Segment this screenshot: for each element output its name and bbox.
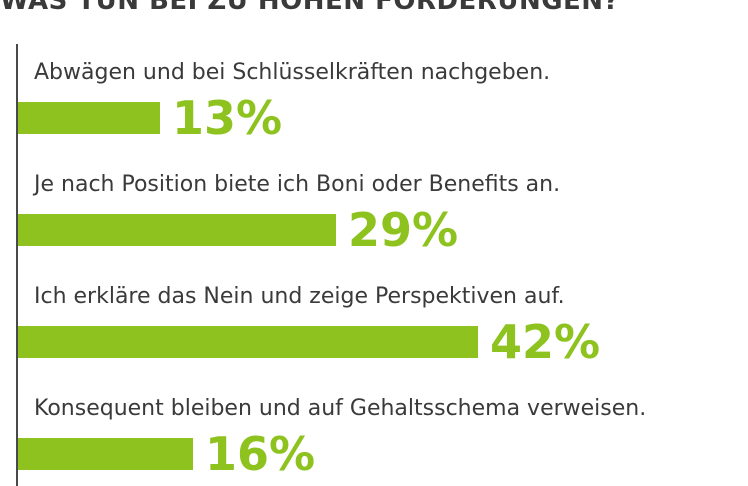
- chart-axis-line: [16, 44, 18, 486]
- bar-value-label: 42%: [490, 315, 601, 369]
- bar-label: Ich erkläre das Nein und zeige Perspekti…: [34, 284, 565, 309]
- bar-value-label: 29%: [348, 203, 459, 257]
- bar-label: Konsequent bleiben und auf Gehaltsschema…: [34, 396, 647, 421]
- bar: [18, 438, 193, 470]
- bar-label: Je nach Position biete ich Boni oder Ben…: [34, 172, 561, 197]
- bar: [18, 102, 160, 134]
- bar-label: Abwägen und bei Schlüsselkräften nachgeb…: [34, 60, 551, 85]
- bar: [18, 214, 336, 246]
- bar-value-label: 13%: [172, 91, 283, 145]
- chart-title: WAS TUN BEI ZU HOHEN FORDERUNGEN?: [0, 0, 620, 16]
- bar-value-label: 16%: [205, 427, 316, 481]
- bar: [18, 326, 478, 358]
